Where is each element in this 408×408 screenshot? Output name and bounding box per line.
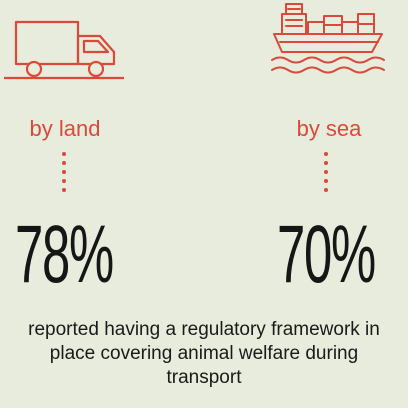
land-percent: 78%: [14, 209, 114, 300]
cargo-ship-icon: [271, 3, 385, 74]
sea-percent: 70%: [276, 209, 376, 300]
land-label: by land: [29, 116, 101, 141]
land-connector: [61, 152, 67, 197]
sea-connector: [323, 152, 329, 197]
truck-icon: [4, 20, 124, 80]
caption: reported having a regulatory framework i…: [28, 319, 380, 388]
sea-label: by sea: [296, 116, 362, 141]
